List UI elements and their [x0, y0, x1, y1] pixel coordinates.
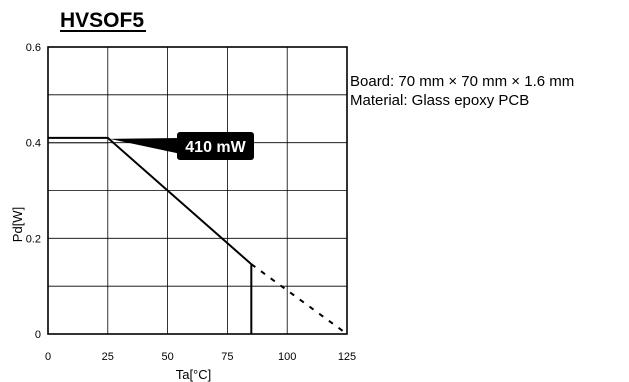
x-tick-label: 0	[45, 351, 51, 363]
x-tick-label: 75	[221, 351, 233, 363]
plot-frame	[47, 46, 348, 335]
y-tick-label: 0.4	[26, 138, 41, 150]
x-tick-label: 25	[102, 351, 114, 363]
derating-line	[48, 136, 253, 334]
x-axis-label: Ta[°C]	[176, 367, 212, 382]
x-tick-label: 50	[161, 351, 173, 363]
callout-410mw: 410 mW	[109, 132, 254, 160]
x-tick-label: 125	[338, 351, 356, 363]
board-note: Board: 70 mm × 70 mm × 1.6 mm	[350, 73, 574, 90]
y-axis-ticks: 0 0.2 0.4 0.6	[26, 42, 41, 341]
x-tick-label: 100	[278, 351, 296, 363]
series-layer	[48, 136, 348, 335]
grid-lines	[48, 47, 347, 334]
derating-line-dashed	[250, 263, 348, 335]
callout-pointer	[109, 138, 181, 154]
x-axis-ticks: 0 25 50 75 100 125	[45, 351, 356, 363]
callout-box	[177, 132, 254, 160]
y-tick-label: 0	[35, 329, 41, 341]
callout-text: 410 mW	[185, 139, 246, 156]
chart-title: HVSOF5	[60, 9, 144, 32]
material-note: Material: Glass epoxy PCB	[350, 92, 529, 109]
y-tick-label: 0.2	[26, 233, 41, 245]
y-tick-label: 0.6	[26, 42, 41, 54]
y-axis-label: Pd[W]	[10, 207, 25, 242]
